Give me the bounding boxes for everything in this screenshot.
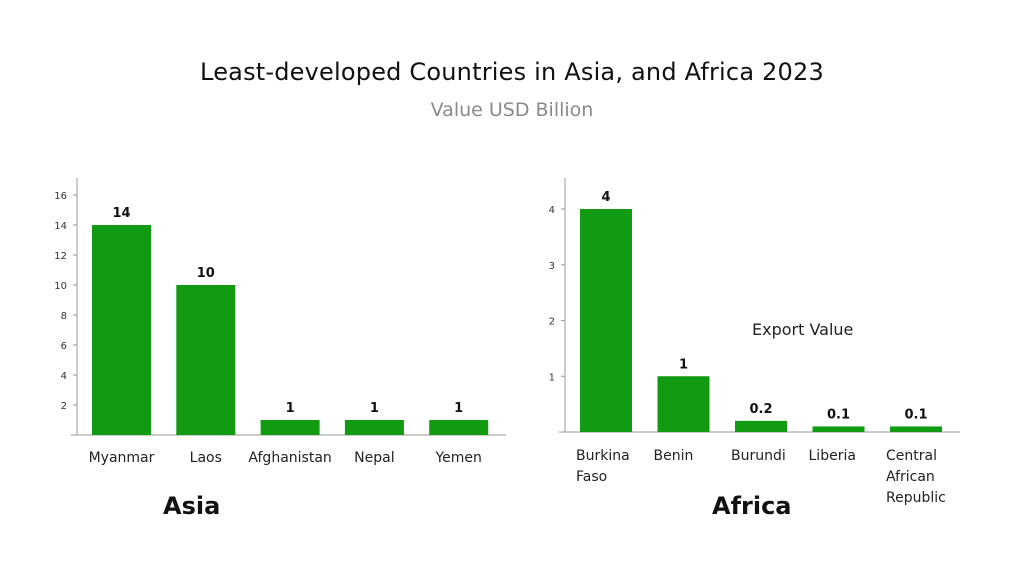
africa-category-label: Burkina Faso: [576, 448, 630, 485]
africa-y-tick-label: 3: [549, 261, 555, 272]
asia-bar: [260, 420, 320, 435]
asia-category-label: Nepal: [354, 450, 394, 466]
africa-bar: [657, 376, 710, 432]
asia-bar: [344, 420, 404, 435]
africa-region-label: Africa: [712, 492, 792, 520]
africa-bar: [812, 426, 865, 432]
asia-y-tick-label: 6: [61, 341, 67, 352]
africa-data-label: 0.1: [904, 407, 927, 422]
asia-category-label: Yemen: [434, 450, 481, 466]
asia-y-tick-label: 12: [54, 251, 67, 262]
africa-category-label: Burundi: [731, 448, 786, 464]
asia-data-label: 1: [454, 401, 463, 416]
africa-y-tick-label: 4: [549, 205, 555, 216]
asia-y-tick-label: 14: [54, 221, 67, 232]
africa-category-label: Central African Republic: [886, 448, 946, 506]
export-value-annotation: Export Value: [752, 320, 854, 339]
asia-data-label: 10: [197, 266, 215, 281]
asia-y-tick-label: 10: [54, 281, 67, 292]
chart-title: Least-developed Countries in Asia, and A…: [200, 58, 824, 86]
africa-bar: [735, 420, 787, 432]
asia-data-label: 1: [370, 401, 379, 416]
asia-data-label: 14: [112, 206, 130, 221]
asia-y-tick-label: 4: [61, 371, 67, 382]
asia-bar: [92, 225, 151, 435]
asia-bar: [429, 420, 489, 435]
asia-bar: [176, 285, 236, 435]
asia-category-label: Laos: [190, 450, 222, 466]
africa-bar: [580, 209, 632, 432]
asia-category-label: Afghanistan: [248, 450, 331, 466]
africa-data-label: 1: [679, 357, 688, 372]
africa-category-label: Liberia: [809, 448, 856, 464]
asia-category-label: Myanmar: [89, 450, 155, 466]
africa-data-label: 4: [601, 190, 610, 205]
africa-data-label: 0.2: [749, 402, 772, 417]
africa-y-tick-label: 1: [549, 372, 555, 383]
chart-subtitle: Value USD Billion: [430, 99, 594, 121]
asia-y-tick-label: 2: [61, 401, 67, 412]
asia-y-tick-label: 8: [61, 311, 67, 322]
asia-data-label: 1: [286, 401, 295, 416]
asia-region-label: Asia: [163, 492, 221, 520]
africa-bar: [890, 426, 942, 432]
asia-y-tick-label: 16: [54, 191, 67, 202]
africa-category-label: Benin: [654, 448, 694, 464]
africa-y-tick-label: 2: [549, 317, 555, 328]
africa-data-label: 0.1: [827, 407, 850, 422]
